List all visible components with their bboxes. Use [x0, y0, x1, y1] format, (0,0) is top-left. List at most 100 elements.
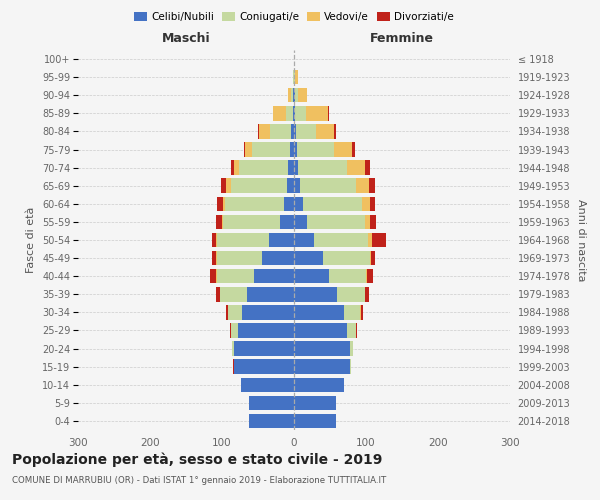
Bar [294, 360, 350, 374]
Bar [294, 251, 323, 266]
Bar [365, 214, 370, 229]
Bar [223, 196, 225, 211]
Bar [302, 196, 362, 211]
Bar [287, 178, 294, 193]
Bar [232, 342, 234, 356]
Bar [295, 70, 298, 84]
Bar [216, 251, 217, 266]
Text: Femmine: Femmine [370, 32, 434, 44]
Text: COMUNE DI MARRUBIU (OR) - Dati ISTAT 1° gennaio 2019 - Elaborazione TUTTITALIA.I: COMUNE DI MARRUBIU (OR) - Dati ISTAT 1° … [12, 476, 386, 485]
Bar [245, 142, 252, 157]
Bar [250, 396, 294, 410]
Bar [294, 269, 329, 283]
Bar [220, 287, 247, 302]
Y-axis label: Anni di nascita: Anni di nascita [576, 198, 586, 281]
Bar [269, 233, 294, 247]
Bar [212, 233, 216, 247]
Bar [225, 196, 284, 211]
Bar [269, 124, 291, 138]
Bar [230, 178, 287, 193]
Bar [291, 124, 294, 138]
Bar [365, 287, 369, 302]
Bar [294, 196, 302, 211]
Bar [259, 124, 269, 138]
Bar [217, 196, 223, 211]
Bar [254, 269, 294, 283]
Bar [370, 251, 371, 266]
Bar [295, 106, 306, 120]
Bar [234, 342, 294, 356]
Legend: Celibi/Nubili, Coniugati/e, Vedovi/e, Divorziati/e: Celibi/Nubili, Coniugati/e, Vedovi/e, Di… [130, 8, 458, 26]
Bar [252, 142, 290, 157]
Bar [238, 323, 294, 338]
Bar [262, 251, 294, 266]
Bar [293, 70, 294, 84]
Bar [323, 251, 370, 266]
Bar [288, 160, 294, 175]
Bar [334, 124, 337, 138]
Bar [372, 233, 386, 247]
Bar [241, 378, 294, 392]
Bar [361, 305, 363, 320]
Bar [350, 360, 351, 374]
Bar [352, 142, 355, 157]
Bar [294, 323, 347, 338]
Bar [328, 106, 329, 120]
Bar [294, 160, 298, 175]
Bar [294, 414, 336, 428]
Bar [300, 178, 356, 193]
Bar [234, 360, 294, 374]
Bar [306, 106, 328, 120]
Text: Maschi: Maschi [161, 32, 211, 44]
Bar [217, 269, 254, 283]
Bar [217, 251, 262, 266]
Bar [216, 233, 217, 247]
Bar [230, 323, 238, 338]
Text: Popolazione per età, sesso e stato civile - 2019: Popolazione per età, sesso e stato civil… [12, 452, 382, 467]
Bar [295, 88, 298, 102]
Bar [230, 160, 233, 175]
Bar [365, 160, 370, 175]
Bar [223, 214, 280, 229]
Bar [216, 287, 220, 302]
Bar [294, 106, 295, 120]
Bar [294, 178, 300, 193]
Bar [293, 88, 294, 102]
Bar [368, 233, 372, 247]
Bar [287, 88, 291, 102]
Bar [370, 196, 376, 211]
Bar [350, 342, 353, 356]
Bar [248, 414, 294, 428]
Bar [294, 214, 307, 229]
Bar [307, 214, 365, 229]
Bar [221, 178, 226, 193]
Bar [212, 251, 216, 266]
Bar [294, 142, 297, 157]
Bar [216, 214, 222, 229]
Bar [371, 251, 374, 266]
Bar [296, 124, 316, 138]
Bar [280, 214, 294, 229]
Bar [356, 178, 369, 193]
Bar [290, 142, 294, 157]
Bar [294, 396, 336, 410]
Bar [366, 269, 367, 283]
Bar [369, 178, 374, 193]
Bar [293, 106, 294, 120]
Bar [244, 142, 245, 157]
Bar [216, 269, 217, 283]
Bar [294, 342, 350, 356]
Bar [233, 160, 239, 175]
Bar [233, 360, 234, 374]
Bar [217, 233, 269, 247]
Bar [347, 160, 365, 175]
Bar [294, 233, 314, 247]
Bar [297, 142, 334, 157]
Bar [294, 124, 296, 138]
Bar [370, 214, 376, 229]
Bar [226, 178, 230, 193]
Bar [314, 233, 368, 247]
Bar [273, 106, 286, 120]
Bar [298, 88, 307, 102]
Bar [294, 70, 295, 84]
